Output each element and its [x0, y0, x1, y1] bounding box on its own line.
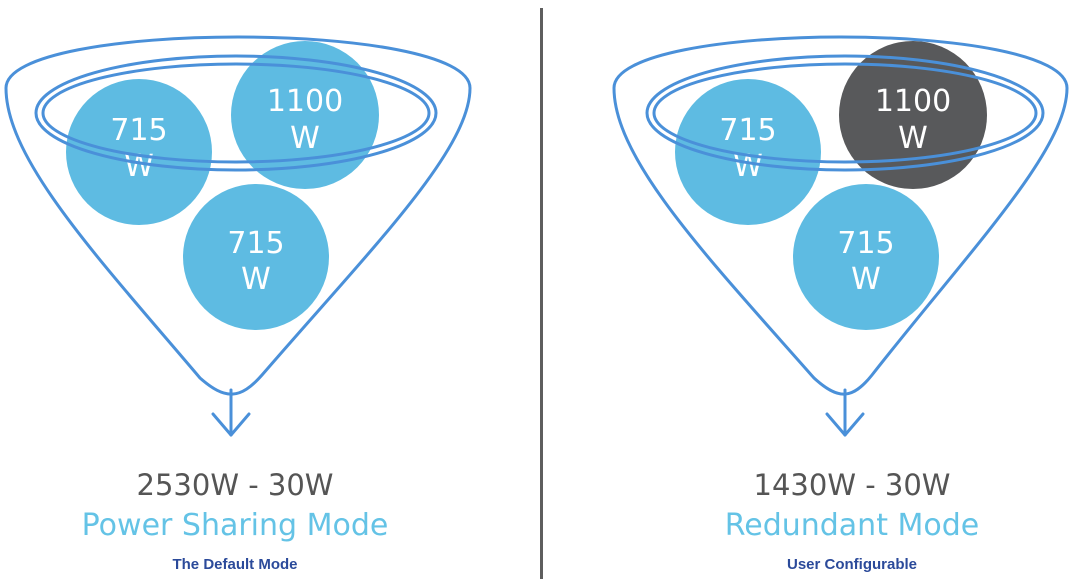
- right-funnel: 715 W 1100 W 715 W: [612, 35, 1069, 437]
- right-mode-title: Redundant Mode: [724, 508, 980, 543]
- right-psu-1-value: 715: [719, 113, 776, 148]
- panel-divider: [540, 8, 543, 579]
- right-funnel-outline: [612, 35, 1069, 437]
- right-total-power: 1430W - 30W: [753, 468, 951, 502]
- left-psu-1: 715 W: [66, 79, 212, 225]
- right-mode-subtitle: User Configurable: [786, 556, 918, 573]
- left-psu-1-value: 715: [110, 113, 167, 148]
- right-psu-3-value: 715: [837, 226, 894, 261]
- left-mode-subtitle: The Default Mode: [172, 556, 298, 573]
- right-psu-2-unit: W: [898, 121, 928, 156]
- left-psu-3-circle: [183, 184, 329, 330]
- left-psu-1-circle: [66, 79, 212, 225]
- left-total-power: 2530W - 30W: [136, 468, 334, 502]
- left-funnel: 715 W 1100 W 715 W: [4, 35, 472, 437]
- right-psu-2: 1100 W: [839, 41, 987, 189]
- left-psu-2-circle: [231, 41, 379, 189]
- right-psu-2-value: 1100: [875, 84, 951, 119]
- left-psu-2-value: 1100: [267, 84, 343, 119]
- left-funnel-outline: [4, 35, 472, 437]
- right-psu-3-unit: W: [851, 262, 881, 297]
- right-psu-2-circle: [839, 41, 987, 189]
- left-psu-3: 715 W: [183, 184, 329, 330]
- right-psu-3: 715 W: [793, 184, 939, 330]
- right-psu-3-circle: [793, 184, 939, 330]
- left-psu-2: 1100 W: [231, 41, 379, 189]
- left-psu-2-unit: W: [290, 121, 320, 156]
- left-mode-title: Power Sharing Mode: [81, 508, 389, 543]
- left-psu-3-unit: W: [241, 262, 271, 297]
- right-psu-1-circle: [675, 79, 821, 225]
- left-psu-3-value: 715: [227, 226, 284, 261]
